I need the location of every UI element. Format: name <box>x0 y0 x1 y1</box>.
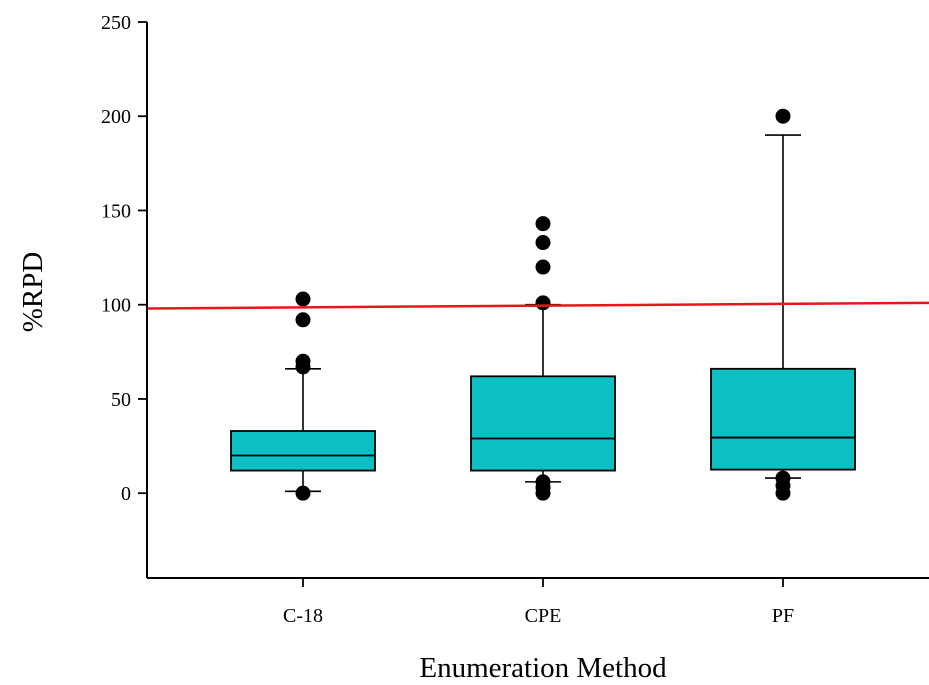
x-axis-title: Enumeration Method <box>419 652 667 684</box>
x-tick-label: C-18 <box>283 605 323 627</box>
plot-area <box>146 108 929 501</box>
outlier-point <box>295 291 311 307</box>
x-tick-label: PF <box>772 605 794 627</box>
outlier-point <box>535 235 551 251</box>
outlier-point <box>295 312 311 328</box>
outlier-point <box>535 295 551 311</box>
outlier-point <box>775 470 791 486</box>
y-axis-title: %RPD <box>17 252 49 333</box>
x-tick-label: CPE <box>525 605 562 627</box>
axes: 0 50 100 150 200 250 C-18 CPE PF <box>101 12 929 627</box>
reference-line <box>146 301 929 310</box>
outlier-point <box>535 259 551 275</box>
y-tick-label: 200 <box>101 106 131 128</box>
y-tick-label: 100 <box>101 295 131 317</box>
box-group-cpe <box>470 216 616 501</box>
outlier-point <box>295 485 311 501</box>
outlier-point <box>775 108 791 124</box>
outlier-point <box>535 474 551 490</box>
y-tick-label: 250 <box>101 12 131 34</box>
box-group-c-18 <box>230 291 376 501</box>
box-group-pf <box>710 108 856 501</box>
y-tick-label: 150 <box>101 200 131 222</box>
box <box>710 367 856 471</box>
y-tick-label: 50 <box>111 389 131 411</box>
box <box>470 375 616 472</box>
outlier-point <box>295 353 311 369</box>
y-tick-label: 0 <box>121 483 131 505</box>
box <box>230 430 376 472</box>
outlier-point <box>535 216 551 232</box>
